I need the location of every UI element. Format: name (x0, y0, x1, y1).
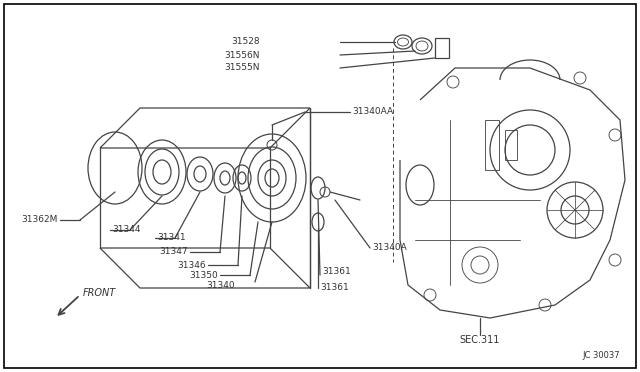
Text: 31340A: 31340A (372, 244, 407, 253)
Text: JC 30037: JC 30037 (582, 350, 620, 359)
Text: 31362M: 31362M (22, 215, 58, 224)
Bar (505, 130, 517, 160)
Text: 31340: 31340 (206, 280, 235, 289)
Text: 31350: 31350 (189, 270, 218, 279)
Text: 31341: 31341 (157, 234, 186, 243)
Text: 31361: 31361 (322, 267, 351, 276)
Text: 31344: 31344 (112, 225, 141, 234)
Text: SEC.311: SEC.311 (460, 335, 500, 345)
Text: 31361: 31361 (320, 283, 349, 292)
Text: 31346: 31346 (177, 260, 206, 269)
Text: 31556N: 31556N (225, 51, 260, 60)
Text: 31555N: 31555N (225, 64, 260, 73)
Text: 31347: 31347 (159, 247, 188, 257)
Text: 31528: 31528 (232, 38, 260, 46)
Bar (435, 38, 449, 58)
Text: 31340AA: 31340AA (352, 108, 393, 116)
Text: FRONT: FRONT (83, 288, 116, 298)
Bar (485, 120, 499, 170)
